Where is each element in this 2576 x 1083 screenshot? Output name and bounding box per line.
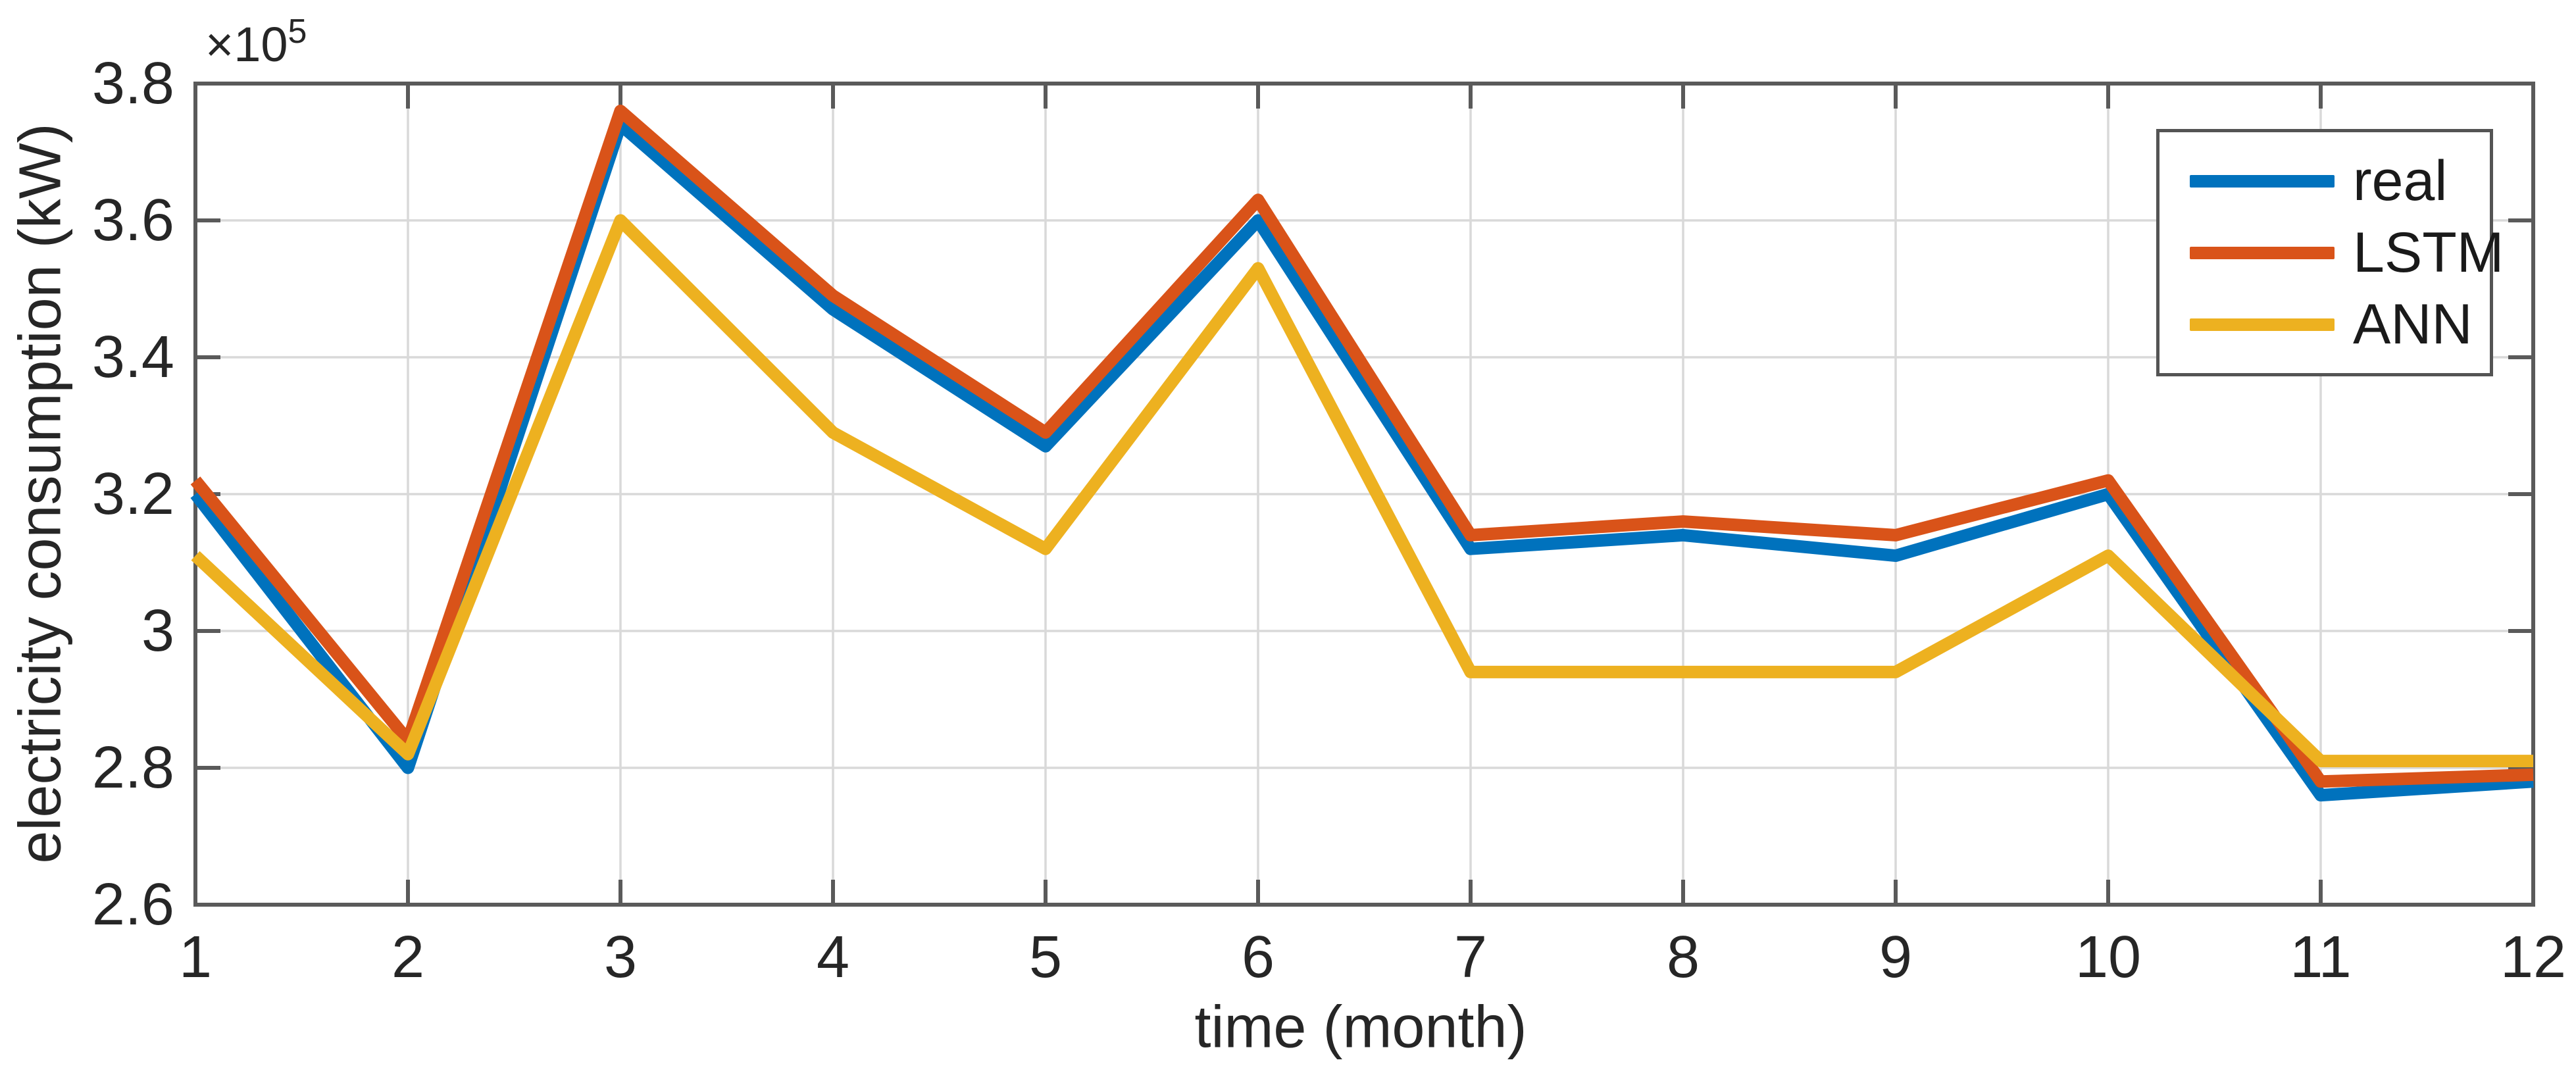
y-tick-label: 3 [141, 598, 174, 664]
y-axis-exponent: ×105 [205, 12, 307, 72]
x-axis-title: time (month) [1194, 994, 1527, 1061]
legend-label-real: real [2353, 149, 2448, 213]
x-tick-label: 8 [1667, 924, 1700, 990]
exponent-base: ×10 [205, 17, 288, 72]
x-tick-label: 12 [2500, 924, 2566, 990]
x-tick-label: 2 [391, 924, 424, 990]
y-tick-label: 3.2 [92, 461, 174, 527]
legend-label-ann: ANN [2353, 293, 2473, 356]
exponent-power: 5 [288, 13, 307, 51]
x-tick-label: 3 [604, 924, 637, 990]
legend-entry-lstm: LSTM [2159, 224, 2504, 281]
x-tick-label: 9 [1879, 924, 1912, 990]
legend-entry-ann: ANN [2159, 296, 2490, 353]
y-tick-label: 3.8 [92, 51, 174, 116]
legend-entry-real: real [2159, 153, 2490, 209]
legend-line-lstm [2190, 246, 2335, 259]
y-tick-label: 2.8 [92, 735, 174, 801]
series-line-LSTM [190, 105, 2534, 788]
x-tick-label: 11 [2290, 924, 2351, 990]
y-tick-label: 3.4 [92, 324, 174, 390]
legend-label-lstm: LSTM [2353, 221, 2504, 284]
x-tick-label: 4 [817, 924, 849, 990]
x-tick-label: 1 [179, 924, 212, 990]
x-tick-label: 6 [1242, 924, 1275, 990]
y-axis-title: electricity consumption (kW) [7, 123, 74, 864]
x-tick-label: 5 [1029, 924, 1062, 990]
series-line-ANN [191, 214, 2533, 768]
x-tick-label: 7 [1454, 924, 1487, 990]
y-tick-label: 2.6 [92, 872, 174, 938]
legend-line-real [2190, 174, 2335, 188]
legend-line-ann [2190, 318, 2335, 331]
x-tick-label: 10 [2075, 924, 2141, 990]
y-tick-label: 3.6 [92, 188, 174, 253]
legend-box: real LSTM ANN [2156, 129, 2504, 376]
